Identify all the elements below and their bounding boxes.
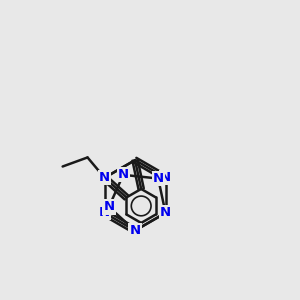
- Text: N: N: [99, 171, 110, 184]
- Text: N: N: [118, 168, 129, 181]
- Text: N: N: [99, 206, 110, 219]
- Text: N: N: [103, 200, 115, 214]
- Text: N: N: [130, 224, 141, 237]
- Text: N: N: [153, 172, 164, 185]
- Text: N: N: [160, 171, 171, 184]
- Text: N: N: [160, 206, 171, 219]
